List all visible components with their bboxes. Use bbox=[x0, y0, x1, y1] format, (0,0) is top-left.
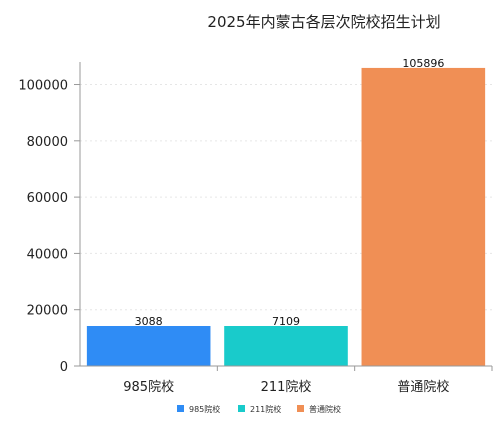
chart-title: 2025年内蒙古各层次院校招生计划 bbox=[207, 13, 440, 31]
bars bbox=[86, 67, 486, 367]
y-tick-label: 60000 bbox=[27, 191, 68, 206]
y-tick-label: 20000 bbox=[27, 304, 68, 319]
legend-label[interactable]: 普通院校 bbox=[309, 404, 341, 414]
x-tick-label: 985院校 bbox=[123, 379, 174, 395]
gridlines bbox=[80, 84, 492, 311]
bar bbox=[361, 67, 486, 367]
legend-label[interactable]: 211院校 bbox=[250, 404, 281, 414]
legend-swatch[interactable] bbox=[297, 405, 304, 412]
legend-label[interactable]: 985院校 bbox=[189, 404, 220, 414]
x-tick-label: 普通院校 bbox=[397, 379, 449, 395]
data-label: 7109 bbox=[272, 315, 300, 328]
x-tick-label: 211院校 bbox=[261, 379, 312, 395]
y-tick-label: 40000 bbox=[27, 247, 68, 262]
data-label: 3088 bbox=[135, 315, 163, 328]
y-tick-label: 80000 bbox=[27, 135, 68, 150]
legend: 985院校 211院校 普通院校 bbox=[177, 404, 341, 414]
y-axis: 0 20000 40000 60000 80000 100000 bbox=[18, 62, 81, 375]
legend-swatch[interactable] bbox=[238, 405, 245, 412]
y-tick-label: 100000 bbox=[18, 79, 68, 94]
legend-swatch[interactable] bbox=[177, 405, 184, 412]
data-labels: 3088 7109 105896 bbox=[135, 57, 445, 328]
x-axis: 985院校 211院校 普通院校 bbox=[80, 365, 493, 395]
bar bbox=[86, 326, 211, 366]
bar bbox=[224, 326, 348, 366]
y-tick-label: 0 bbox=[60, 360, 68, 375]
data-label: 105896 bbox=[402, 57, 444, 70]
